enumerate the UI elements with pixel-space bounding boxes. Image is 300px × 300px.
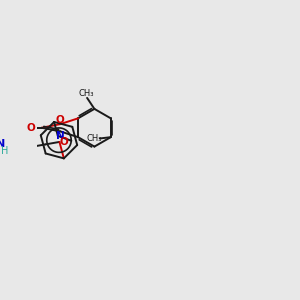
Text: CH₃: CH₃ xyxy=(78,89,94,98)
Text: N: N xyxy=(0,139,6,148)
Text: O: O xyxy=(27,123,35,133)
Text: O: O xyxy=(60,137,68,147)
Text: H: H xyxy=(1,146,9,156)
Text: N: N xyxy=(56,131,64,141)
Text: CH₃: CH₃ xyxy=(86,134,102,143)
Text: O: O xyxy=(56,115,64,125)
